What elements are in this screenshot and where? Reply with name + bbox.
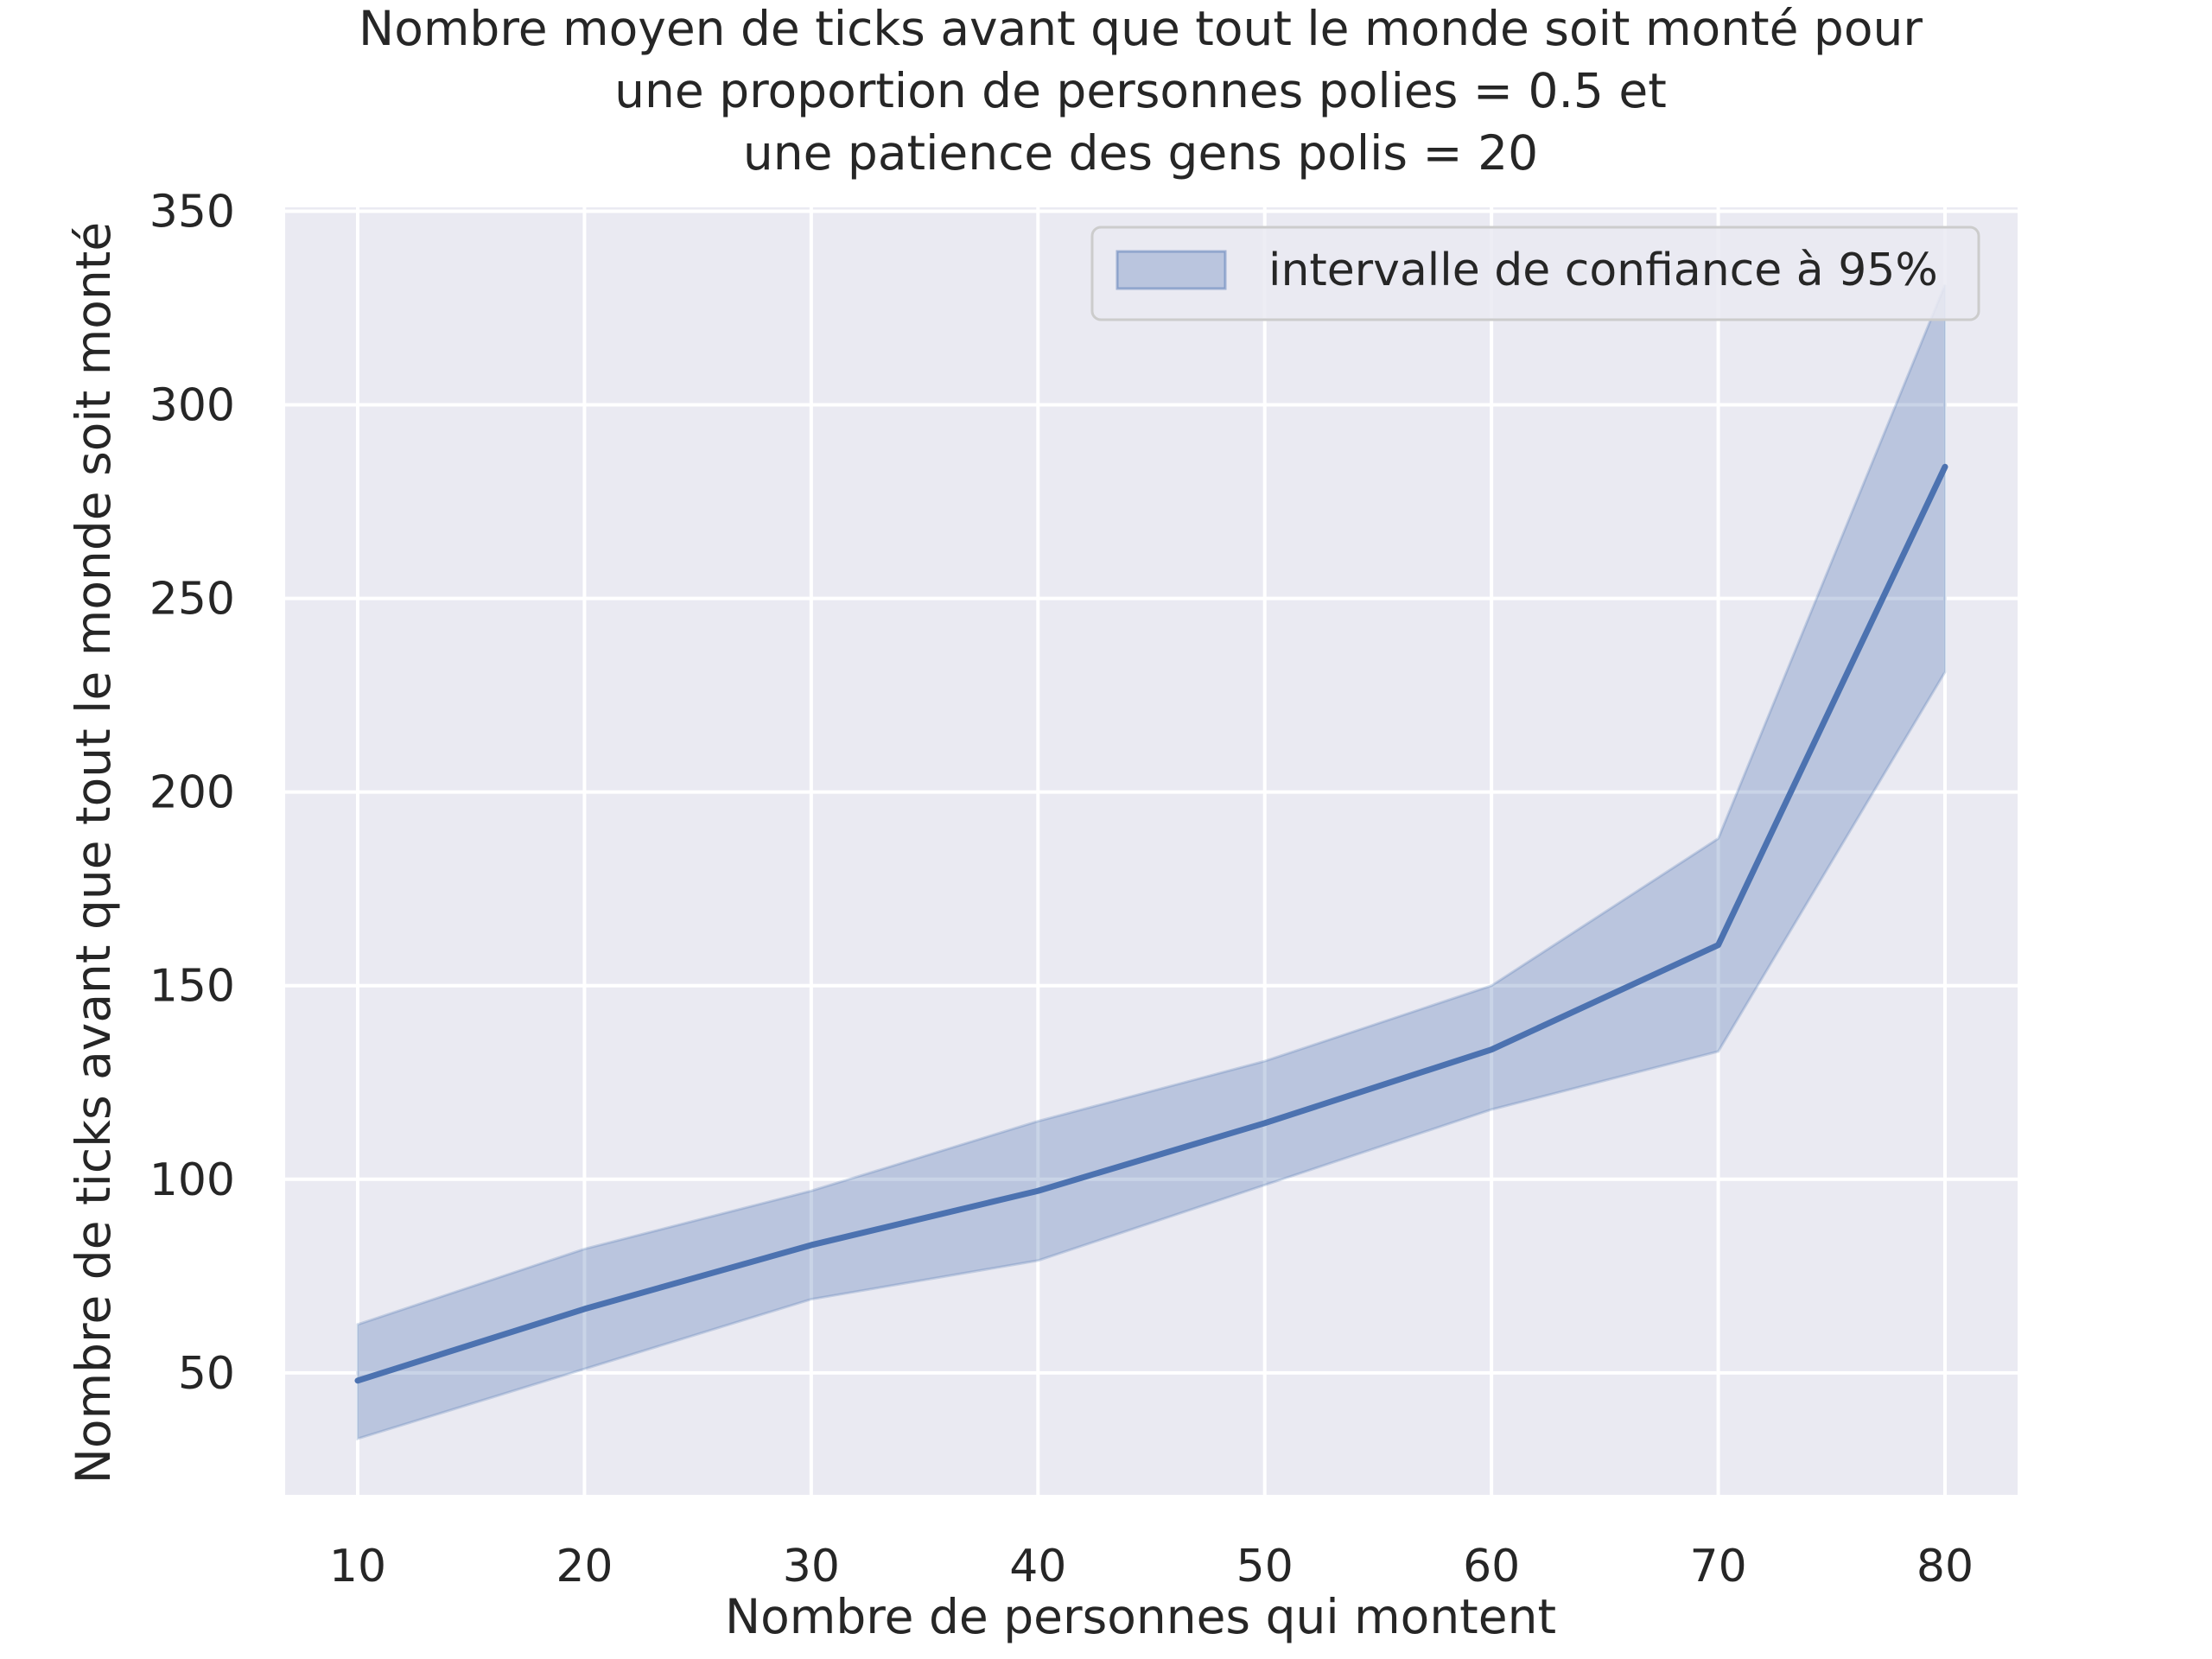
data-point-70 (1717, 944, 1720, 947)
tick-labels: 10 20 30 40 50 60 70 80 50 100 150 200 250 300 350 (149, 186, 1974, 1592)
x-tick-label-60: 60 (1463, 1541, 1520, 1592)
plot-area (285, 207, 2018, 1495)
data-point-20 (582, 1307, 586, 1311)
series-line-mean (354, 463, 1948, 1384)
data-point-80 (1943, 465, 1947, 468)
title-line-1: Nombre moyen de ticks avant que tout le … (359, 1, 1923, 56)
y-tick-label-50: 50 (178, 1348, 235, 1400)
confidence-band (356, 284, 1947, 1441)
x-tick-label-50: 50 (1236, 1541, 1294, 1592)
y-axis-label: Nombre de ticks avant que tout le monde … (66, 222, 121, 1484)
title-line-3: une patience des gens polis = 20 (743, 125, 1538, 181)
y-tick-label-250: 250 (149, 574, 235, 626)
x-tick-label-80: 80 (1916, 1541, 1974, 1592)
y-tick-label-100: 100 (149, 1154, 235, 1206)
x-tick-label-40: 40 (1009, 1541, 1066, 1592)
series-line-layer (354, 463, 1948, 1384)
data-point-60 (1490, 1048, 1493, 1052)
y-tick-label-300: 300 (149, 380, 235, 432)
x-tick-label-20: 20 (556, 1541, 613, 1592)
data-point-10 (356, 1379, 359, 1382)
data-point-50 (1263, 1122, 1267, 1125)
data-point-30 (810, 1243, 813, 1247)
y-tick-label-150: 150 (149, 961, 235, 1013)
data-point-40 (1036, 1189, 1039, 1192)
x-tick-label-10: 10 (329, 1541, 386, 1592)
grid-lines (285, 207, 2018, 1495)
x-tick-label-30: 30 (783, 1541, 840, 1592)
x-axis-label: Nombre de personnes qui montent (725, 1589, 1556, 1644)
legend-box (1090, 226, 1980, 321)
legend: intervalle de confiance à 95% (1090, 226, 1980, 321)
x-tick-label-70: 70 (1690, 1541, 1747, 1592)
confidence-band-layer (356, 284, 1947, 1441)
legend-label: intervalle de confiance à 95% (1268, 245, 1938, 296)
chart-title: Nombre moyen de ticks avant que tout le … (359, 1, 1923, 181)
y-tick-label-350: 350 (149, 186, 235, 238)
legend-swatch-confidence-band (1116, 250, 1227, 290)
title-line-2: une proportion de personnes polies = 0.5… (614, 63, 1667, 118)
y-tick-label-200: 200 (149, 767, 235, 819)
